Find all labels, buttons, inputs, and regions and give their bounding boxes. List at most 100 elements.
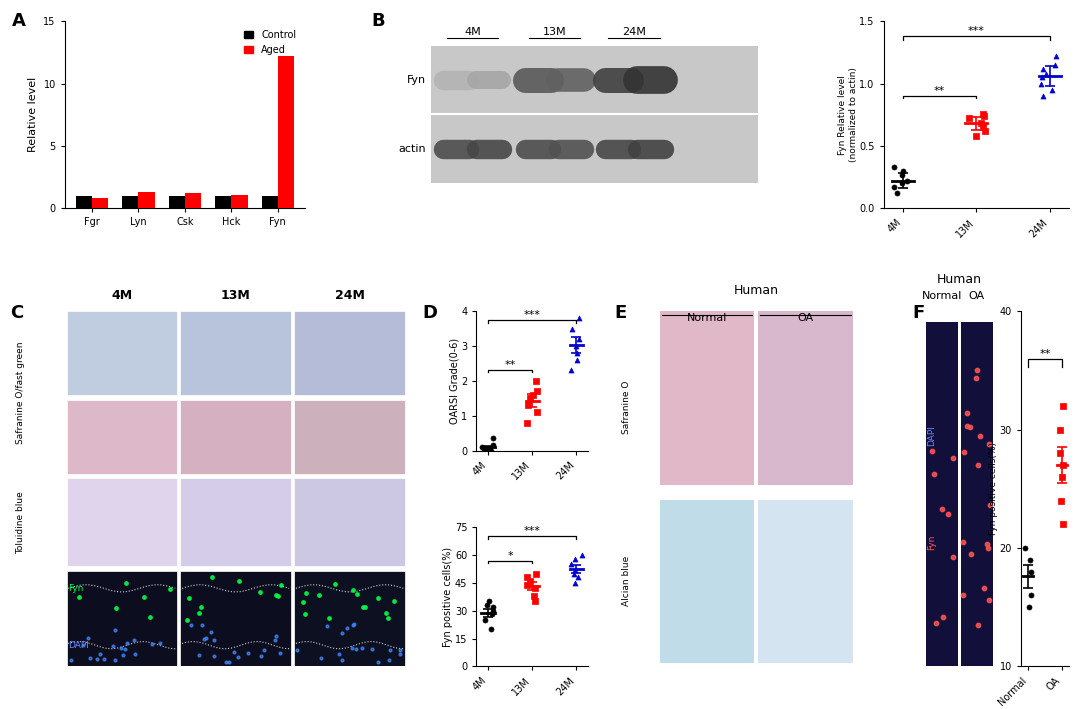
Bar [758, 311, 853, 485]
Point [1022, 590, 1039, 601]
Point [135, 591, 152, 603]
Point [485, 605, 502, 616]
Text: **: ** [1039, 349, 1051, 359]
Point [119, 637, 136, 649]
Point [961, 422, 978, 433]
Point [333, 627, 350, 639]
Point [190, 649, 207, 661]
Point [968, 372, 985, 384]
Bar [961, 322, 993, 666]
Bar [926, 322, 958, 666]
Text: 24M: 24M [335, 289, 365, 302]
Point [481, 596, 498, 607]
Text: Human: Human [937, 274, 982, 286]
Point [975, 583, 993, 594]
Point [326, 578, 343, 589]
Text: 13M: 13M [543, 28, 566, 38]
Text: 13M: 13M [220, 289, 251, 302]
Point [107, 602, 124, 613]
Point [178, 615, 195, 626]
Point [518, 579, 536, 591]
Point [1054, 519, 1071, 530]
Bar [294, 311, 405, 396]
Point [386, 596, 403, 607]
Text: 24M: 24M [622, 28, 646, 38]
Bar [660, 500, 754, 663]
Bar [92, 199, 108, 208]
Point [518, 417, 536, 428]
Point [229, 652, 246, 663]
Point [955, 447, 972, 458]
Point [978, 538, 996, 549]
Point [161, 584, 178, 595]
Point [519, 400, 537, 411]
Point [1021, 601, 1038, 613]
Point [1043, 84, 1061, 96]
Text: Human: Human [733, 284, 779, 297]
Point [70, 591, 87, 603]
Point [126, 634, 144, 645]
Point [343, 642, 361, 653]
Text: actin: actin [399, 144, 426, 154]
Point [180, 592, 198, 603]
Point [205, 651, 222, 662]
Bar [278, 56, 294, 208]
Bar [76, 196, 92, 208]
Point [889, 188, 906, 199]
Text: Fyn: Fyn [407, 75, 426, 86]
Point [273, 579, 291, 591]
Y-axis label: Fyn positive cells(%): Fyn positive cells(%) [989, 442, 998, 535]
Legend: Control, Aged: Control, Aged [240, 26, 300, 59]
Point [893, 169, 910, 180]
Point [974, 121, 991, 133]
Point [297, 608, 314, 619]
Point [192, 601, 210, 613]
Point [205, 635, 222, 646]
Point [981, 500, 998, 511]
Text: 4M: 4M [464, 28, 481, 38]
Point [571, 333, 589, 345]
Bar [261, 196, 278, 208]
Point [566, 553, 583, 564]
Point [933, 503, 950, 515]
Point [522, 575, 539, 586]
Point [1038, 68, 1055, 79]
Point [518, 571, 536, 583]
Text: F: F [912, 304, 924, 322]
Point [321, 613, 338, 624]
Point [955, 589, 972, 601]
Point [528, 386, 545, 397]
Point [886, 182, 903, 193]
Point [923, 445, 941, 457]
Point [476, 445, 494, 456]
Bar [180, 400, 291, 474]
Point [972, 118, 989, 129]
Point [566, 564, 583, 576]
Point [141, 611, 159, 623]
Point [81, 652, 98, 664]
Point [380, 654, 397, 666]
Bar [215, 196, 231, 208]
Point [226, 646, 243, 657]
Point [980, 594, 997, 605]
Point [899, 175, 916, 186]
Point [970, 459, 987, 470]
Point [894, 165, 912, 177]
Point [354, 642, 372, 654]
Point [485, 601, 502, 613]
Point [378, 608, 395, 619]
Text: DAPI: DAPI [68, 641, 89, 649]
Point [526, 583, 543, 594]
Point [379, 612, 396, 623]
Point [944, 452, 961, 464]
Point [1022, 554, 1039, 566]
Bar [431, 46, 758, 184]
Point [570, 313, 588, 324]
Point [106, 624, 123, 635]
Point [114, 649, 132, 661]
Text: D: D [422, 304, 437, 323]
Point [369, 656, 387, 667]
Point [89, 653, 106, 664]
Point [117, 644, 134, 655]
Point [527, 596, 544, 607]
